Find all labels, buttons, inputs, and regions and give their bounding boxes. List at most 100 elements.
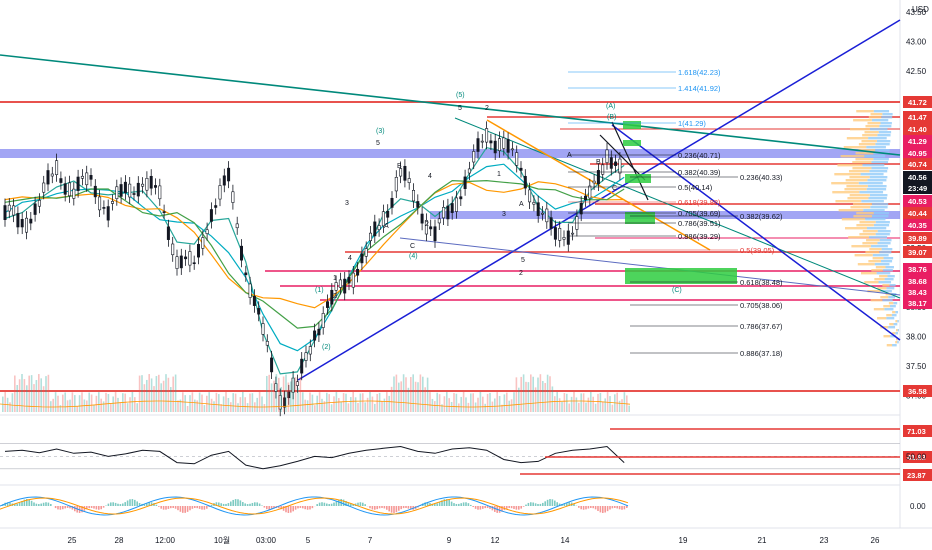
volume-bar: [138, 375, 141, 412]
volume-bar: [297, 387, 299, 412]
macd-histogram-bar: [131, 499, 134, 506]
volume-bar: [90, 394, 93, 412]
volume-profile-bar-orange: [867, 290, 881, 293]
macd-histogram-bar: [556, 502, 558, 506]
volume-bar: [210, 398, 213, 412]
volume-profile-bar-orange: [831, 182, 859, 185]
fib-level-label: 1.414(41.92): [678, 84, 721, 93]
macd-histogram-bar: [510, 506, 513, 509]
candle-body: [166, 226, 170, 240]
volume-bar: [306, 400, 309, 412]
candle-body: [128, 183, 132, 198]
volume-bar: [568, 403, 570, 412]
macd-histogram-bar: [386, 506, 388, 510]
volume-bar: [268, 374, 270, 412]
moving-average-line: [4, 181, 625, 309]
volume-bar: [618, 400, 621, 412]
volume-bar: [160, 383, 162, 412]
macd-histogram-bar: [489, 506, 491, 509]
macd-histogram-bar: [64, 506, 66, 509]
macd-histogram-bar: [494, 506, 496, 512]
macd-histogram-bar: [614, 506, 616, 508]
volume-profile-bar-blue: [882, 269, 893, 272]
volume-bar: [213, 401, 215, 412]
price-badge-label: 40.74: [908, 160, 928, 169]
price-badge-label: 23:49: [908, 184, 927, 193]
volume-bar: [580, 393, 582, 412]
volume-profile-bar-blue: [870, 245, 888, 248]
macd-panel: 0.00: [0, 496, 926, 516]
macd-histogram-bar: [285, 506, 287, 513]
time-axis[interactable]: 25 28 12:00 10월 03:00 5 7 9 12 14 19 21 23 26: [68, 535, 880, 545]
volume-profile-bar-orange: [845, 227, 868, 230]
macd-histogram-bar: [626, 506, 628, 508]
macd-histogram-bar: [88, 506, 90, 509]
volume-bar: [616, 392, 618, 412]
macd-histogram-bar: [184, 506, 186, 513]
volume-bar: [244, 397, 246, 412]
macd-histogram-bar: [6, 502, 9, 506]
candle-body: [321, 313, 325, 328]
volume-bar: [14, 375, 16, 412]
candle-body: [497, 138, 501, 151]
macd-histogram-bar: [254, 502, 256, 506]
volume-profile-bar-blue: [867, 185, 887, 188]
macd-histogram-bar: [90, 506, 93, 508]
volume-bar: [112, 396, 114, 412]
price-axis[interactable]: 43.5043.0042.5042.0041.5041.0040.5040.00…: [903, 8, 932, 401]
target-zone-5: [625, 268, 737, 284]
candle-body: [274, 383, 278, 392]
rsi-badge-label: 71.03: [907, 427, 926, 436]
volume-profile-bar-orange: [861, 272, 877, 275]
volume-profile-bar-blue: [879, 125, 892, 128]
price-badge: [903, 171, 932, 183]
volume-profile-bar-blue: [888, 296, 896, 299]
macd-histogram-bar: [155, 504, 158, 506]
candle-body: [295, 381, 299, 386]
volume-profile-bar-blue: [875, 233, 890, 236]
volume-profile-bar-blue: [877, 230, 891, 233]
macd-histogram-bar: [465, 502, 467, 506]
volume-bar: [342, 393, 345, 412]
volume-bar: [174, 374, 177, 412]
volume-bar: [189, 395, 191, 412]
volume-profile-bar-blue: [873, 212, 890, 215]
volume-bar: [561, 401, 563, 412]
time-axis-label: 14: [561, 536, 570, 545]
rsi-badge-label: 41.83: [907, 453, 926, 462]
volume-bar: [292, 374, 294, 412]
fib-level-label: 0.382(40.39): [678, 168, 721, 177]
candle-body: [618, 158, 622, 174]
macd-histogram-bar: [266, 506, 268, 510]
volume-bar: [64, 392, 66, 412]
volume-bar: [609, 396, 611, 412]
macd-histogram-bar: [232, 499, 234, 506]
candle-body: [248, 283, 252, 298]
macd-histogram-bar: [321, 502, 323, 506]
volume-profile-bar-orange: [886, 344, 893, 347]
price-badge-label: 40.56: [908, 173, 927, 182]
volume-bar: [491, 401, 494, 412]
time-axis-label: 26: [871, 536, 880, 545]
volume-bar: [278, 377, 280, 412]
volume-profile-bar-blue: [897, 320, 899, 323]
volume-profile-bar-blue: [885, 266, 894, 269]
time-axis-label: 7: [368, 536, 373, 545]
fib-level-label: 0.886(37.18): [740, 349, 783, 358]
wave-label: (4): [409, 253, 418, 260]
volume-profile-bar-blue: [880, 290, 892, 293]
volume-bar: [354, 397, 357, 412]
volume-profile-bar-orange: [886, 314, 892, 317]
rsi-badge: [903, 469, 932, 481]
macd-histogram-bar: [520, 506, 522, 509]
candle-body: [300, 358, 304, 374]
volume-profile-bar-orange: [877, 317, 887, 320]
target-zone-1: [623, 121, 641, 129]
volume-bar: [35, 380, 38, 412]
volume-bar: [196, 400, 198, 412]
macd-histogram-bar: [362, 502, 364, 506]
volume-profile-bar-orange: [840, 155, 865, 158]
price-badge: [903, 195, 932, 207]
volume-profile-bar-orange: [871, 269, 883, 272]
candle-body: [429, 226, 433, 230]
